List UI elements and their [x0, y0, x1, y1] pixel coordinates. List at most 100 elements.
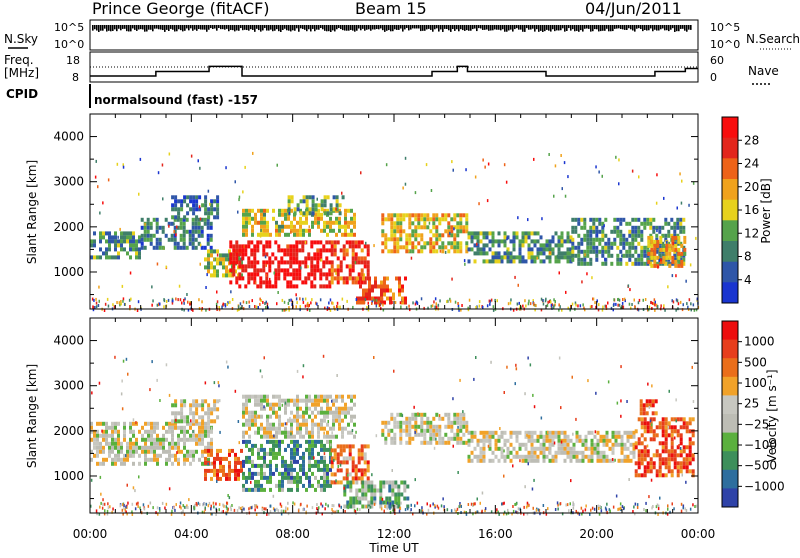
heatmap-cell	[171, 446, 174, 450]
heatmap-cell	[390, 213, 393, 217]
heatmap-cell	[399, 213, 402, 217]
heatmap-cell	[302, 399, 305, 403]
heatmap-cell	[516, 435, 519, 439]
heatmap-cell	[256, 272, 259, 276]
nsky-sample	[214, 25, 216, 29]
heatmap-cell	[230, 508, 232, 511]
heatmap-cell	[260, 395, 263, 399]
heatmap-cell	[328, 284, 331, 288]
heatmap-cell	[519, 255, 522, 259]
heatmap-cell	[204, 265, 207, 269]
heatmap-cell	[313, 268, 316, 272]
heatmap-cell	[429, 425, 432, 429]
nsky-sample	[368, 25, 370, 29]
heatmap-cell	[506, 181, 508, 184]
nsky-sample	[682, 25, 684, 29]
heatmap-cell	[631, 230, 634, 234]
heatmap-cell	[264, 302, 266, 305]
heatmap-cell	[504, 239, 507, 243]
heatmap-cell	[347, 395, 350, 399]
nsky-label: N.Sky	[4, 32, 38, 46]
heatmap-cell	[495, 455, 498, 459]
heatmap-cell	[438, 304, 440, 307]
heatmap-cell	[171, 434, 174, 438]
heatmap-cell	[93, 446, 96, 450]
heatmap-cell	[368, 281, 371, 285]
heatmap-cell	[313, 284, 316, 288]
heatmap-cell	[326, 415, 329, 419]
heatmap-cell	[415, 478, 417, 481]
heatmap-cell	[104, 509, 106, 512]
heatmap-cell	[260, 235, 262, 238]
heatmap-cell	[634, 218, 637, 222]
heatmap-cell	[100, 476, 102, 479]
heatmap-cell	[580, 262, 583, 266]
heatmap-cell	[317, 440, 320, 444]
heatmap-cell	[346, 476, 349, 480]
heatmap-cell	[293, 233, 296, 237]
heatmap-cell	[540, 447, 543, 451]
heatmap-cell	[450, 245, 453, 249]
heatmap-cell	[423, 413, 426, 417]
heatmap-cell	[280, 248, 283, 252]
heatmap-cell	[319, 268, 322, 272]
heatmap-cell	[284, 217, 287, 221]
heatmap-cell	[392, 297, 395, 301]
heatmap-cell	[534, 455, 537, 459]
heatmap-cell	[414, 229, 417, 233]
heatmap-cell	[192, 199, 195, 203]
heatmap-cell	[682, 226, 685, 230]
nsky-sample	[540, 25, 542, 31]
heatmap-cell	[307, 272, 310, 276]
heatmap-cell	[349, 244, 352, 248]
heatmap-cell	[340, 448, 343, 452]
heatmap-cell	[99, 450, 102, 454]
heatmap-cell	[571, 226, 574, 230]
heatmap-cell	[174, 246, 177, 250]
heatmap-cell	[417, 241, 420, 245]
heatmap-cell	[315, 203, 318, 207]
heatmap-cell	[205, 381, 207, 384]
heatmap-cell	[558, 447, 561, 451]
nsky-sample	[562, 25, 564, 28]
heatmap-cell	[168, 426, 171, 430]
heatmap-cell	[350, 229, 353, 233]
heatmap-cell	[429, 229, 432, 233]
heatmap-cell	[319, 276, 322, 280]
nsky-sample	[336, 25, 338, 29]
heatmap-cell	[117, 251, 120, 255]
heatmap-cell	[201, 438, 204, 442]
nsky-sample	[570, 25, 572, 31]
heatmap-cell	[519, 302, 521, 305]
y-tick-label: 4000	[53, 130, 84, 144]
heatmap-cell	[659, 473, 662, 477]
heatmap-cell	[245, 217, 248, 221]
heatmap-cell	[540, 443, 543, 447]
heatmap-cell	[454, 508, 456, 511]
heatmap-cell	[257, 448, 260, 452]
heatmap-cell	[450, 241, 453, 245]
heatmap-cell	[536, 509, 538, 512]
heatmap-cell	[302, 460, 305, 464]
heatmap-cell	[117, 243, 120, 247]
heatmap-cell	[540, 243, 543, 247]
heatmap-cell	[453, 213, 456, 217]
heatmap-cell	[462, 413, 465, 417]
heatmap-cell	[339, 306, 341, 309]
heatmap-cell	[528, 459, 531, 463]
heatmap-cell	[507, 259, 510, 263]
heatmap-cell	[120, 450, 123, 454]
heatmap-cell	[144, 246, 147, 250]
heatmap-cell	[320, 448, 323, 452]
heatmap-cell	[399, 437, 402, 441]
heatmap-cell	[644, 457, 647, 461]
nsky-sample	[100, 25, 102, 31]
heatmap-cell	[305, 221, 308, 225]
heatmap-cell	[435, 213, 438, 217]
heatmap-cell	[120, 231, 123, 235]
heatmap-cell	[268, 260, 271, 264]
heatmap-cell	[680, 437, 683, 441]
heatmap-cell	[253, 272, 256, 276]
heatmap-cell	[334, 248, 337, 252]
heatmap-cell	[683, 445, 686, 449]
